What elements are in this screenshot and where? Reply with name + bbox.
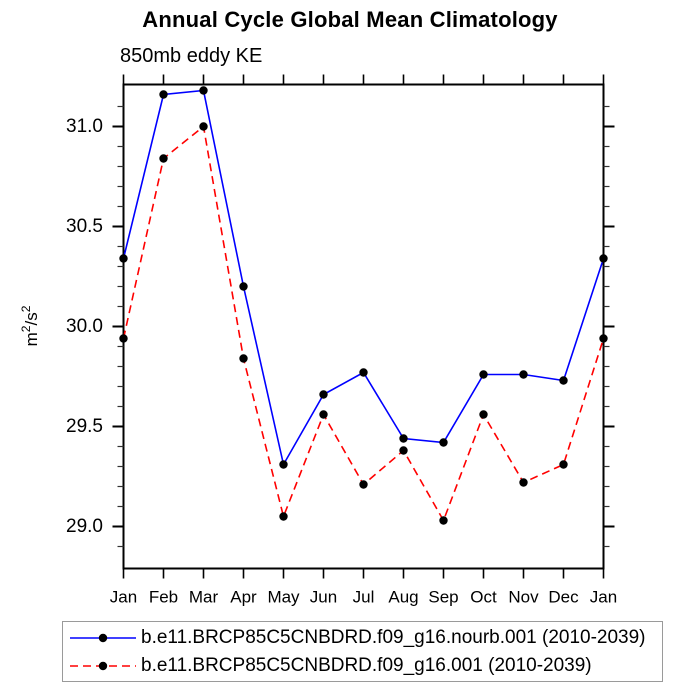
data-point-marker (599, 254, 608, 263)
legend-label: b.e11.BRCP85C5CNBDRD.f09_g16.001 (2010-2… (141, 655, 592, 676)
legend-red-dashed-line-icon (70, 661, 136, 670)
data-point-marker (119, 254, 128, 263)
legend-item: b.e11.BRCP85C5CNBDRD.f09_g16.nourb.001 (… (67, 624, 662, 652)
y-tick-label: 29.0 (66, 516, 103, 537)
x-tick-label: Jan (590, 588, 617, 607)
x-tick-label: Jun (310, 588, 337, 607)
data-point-marker (279, 460, 288, 469)
y-tick-label: 30.5 (66, 216, 103, 237)
plot-frame (122, 83, 605, 570)
legend: b.e11.BRCP85C5CNBDRD.f09_g16.nourb.001 (… (62, 621, 663, 682)
x-tick-label: Apr (230, 588, 257, 607)
data-point-marker (439, 438, 448, 447)
x-tick-label: Jul (353, 588, 375, 607)
data-point-marker (279, 512, 288, 521)
legend-label: b.e11.BRCP85C5CNBDRD.f09_g16.nourb.001 (… (141, 627, 646, 648)
series-line-1 (122, 125, 605, 523)
data-point-marker (319, 390, 328, 399)
legend-blue-solid-line-icon (70, 633, 136, 642)
x-tick-label: Feb (149, 588, 178, 607)
data-point-marker (359, 480, 368, 489)
chart-canvas: Jan Feb Mar Apr May Jun Jul Aug Sep Oct Nov Dec Jan 2… (19, 74, 617, 607)
data-point-marker (479, 410, 488, 419)
data-point-marker (159, 90, 168, 99)
y-tick-label: 31.0 (66, 116, 103, 137)
y-tick-label: 29.5 (66, 416, 103, 437)
data-point-marker (519, 370, 528, 379)
data-point-marker (399, 434, 408, 443)
x-tick-label: Nov (508, 588, 539, 607)
x-tick-label: Jan (110, 588, 137, 607)
y-axis: 29.0 29.5 30.0 30.5 31.0 (66, 105, 615, 548)
x-tick-label: Oct (470, 588, 497, 607)
data-point-marker (559, 376, 568, 385)
x-axis: Jan Feb Mar Apr May Jun Jul Aug Sep Oct Nov Dec Jan (110, 74, 617, 607)
data-point-marker (599, 334, 608, 343)
data-point-marker (199, 86, 208, 95)
x-tick-label: Dec (548, 588, 579, 607)
data-point-marker (479, 370, 488, 379)
data-point-marker (239, 354, 248, 363)
data-point-marker (399, 446, 408, 455)
x-tick-label: Mar (189, 588, 219, 607)
y-axis-title: m2/s2 (19, 305, 41, 346)
data-point-marker (199, 122, 208, 131)
data-point-marker (359, 368, 368, 377)
chart-subtitle: 850mb eddy KE (120, 45, 263, 67)
data-point-marker (159, 154, 168, 163)
x-tick-label: Aug (388, 588, 418, 607)
series-line-0 (122, 89, 605, 467)
series-1 (119, 122, 608, 525)
data-point-marker (319, 410, 328, 419)
data-point-marker (559, 460, 568, 469)
data-point-marker (239, 282, 248, 291)
series-0 (119, 86, 608, 469)
x-tick-label: May (267, 588, 300, 607)
data-point-marker (439, 516, 448, 525)
legend-item: b.e11.BRCP85C5CNBDRD.f09_g16.001 (2010-2… (67, 652, 662, 680)
data-point-marker (519, 478, 528, 487)
chart-title: Annual Cycle Global Mean Climatology (142, 7, 558, 32)
data-point-marker (119, 334, 128, 343)
x-tick-label: Sep (428, 588, 458, 607)
y-tick-label: 30.0 (66, 316, 103, 337)
